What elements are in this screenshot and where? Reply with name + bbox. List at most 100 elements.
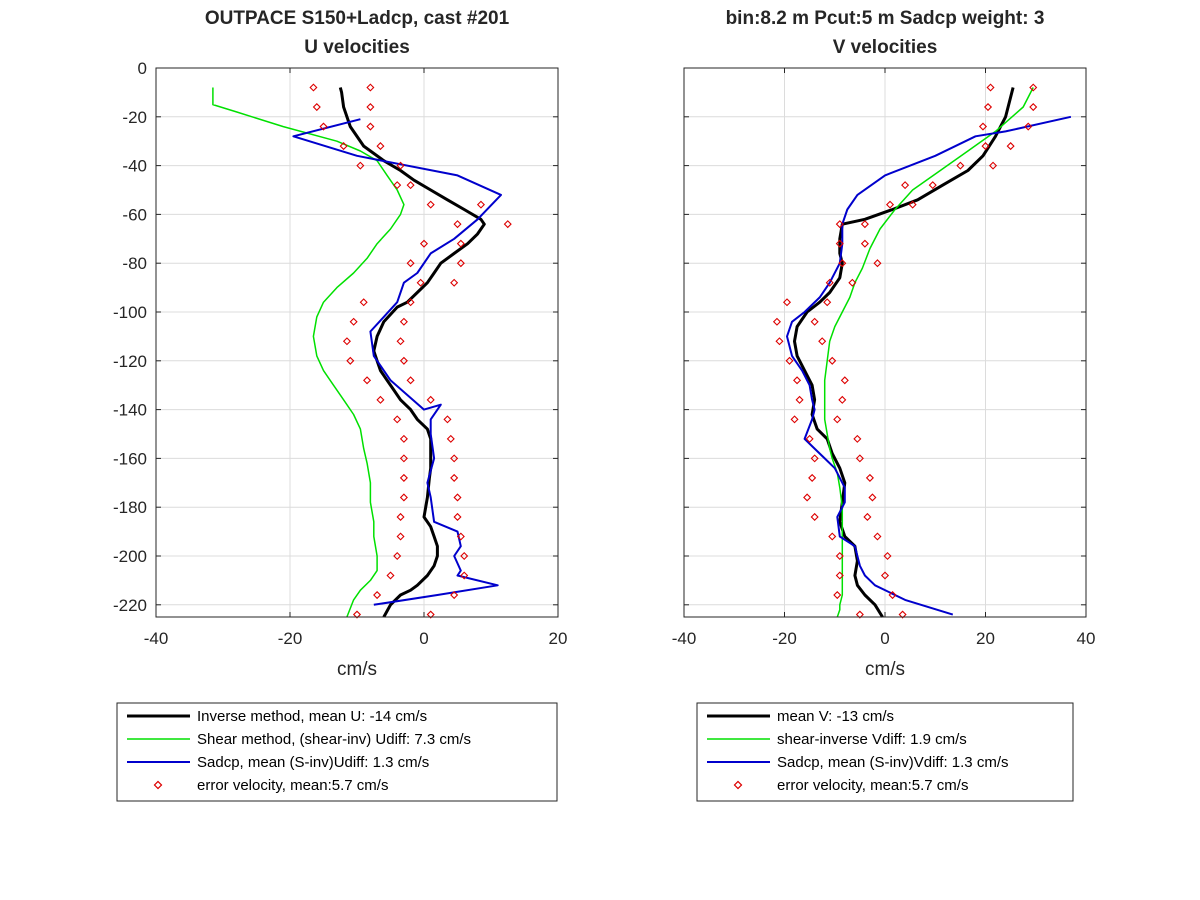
v-x-axis-label: cm/s — [865, 659, 905, 680]
u-grid — [156, 68, 558, 617]
v-error-velocity-point — [883, 551, 892, 561]
u-error-velocity-point — [366, 122, 375, 131]
v-error-velocity-point — [1029, 83, 1038, 92]
u-error-velocity-point — [393, 415, 402, 424]
u-error-velocity-point — [450, 591, 459, 600]
u-error-velocity-point — [312, 103, 321, 112]
u-legend: Inverse method, mean U: -14 cm/s Shear m… — [116, 702, 558, 802]
u-legend-shear-label: Shear method, (shear-inv) Udiff: 7.3 cm/… — [197, 731, 471, 748]
u-error-velocity-point — [453, 512, 462, 521]
u-error-velocity-point — [450, 278, 459, 287]
v-panel-title-line2: V velocities — [833, 37, 938, 58]
v-series-inverse-line — [793, 87, 1015, 618]
u-error-velocity-point — [456, 259, 465, 268]
v-error-velocity-point — [989, 161, 998, 170]
u-y-tick-label: -180 — [113, 498, 147, 517]
v-grid — [684, 68, 1086, 617]
u-error-velocity-point — [426, 395, 435, 404]
u-error-velocity-point — [396, 337, 405, 346]
v-legend-box — [696, 702, 1074, 802]
v-error-velocity-point — [838, 395, 847, 404]
v-error-velocity-point — [808, 473, 817, 482]
v-ticks: -40 -20 0 20 40 — [672, 67, 1095, 648]
u-error-velocity-point — [460, 551, 469, 561]
u-error-velocity-point — [426, 200, 435, 209]
v-error-velocity-point — [880, 571, 890, 580]
v-error-velocity-point — [835, 220, 844, 229]
u-error-velocity-point — [356, 161, 365, 170]
u-y-tick-label: -200 — [113, 547, 147, 566]
u-error-velocity-point — [416, 278, 425, 287]
v-error-velocity-point — [855, 610, 864, 619]
v-error-velocity-point — [928, 181, 937, 190]
u-error-velocity-point — [342, 337, 351, 346]
v-error-velocity-point — [885, 200, 895, 209]
v-error-velocity-point — [785, 356, 794, 365]
v-error-velocity-point — [1029, 103, 1038, 112]
u-series — [212, 83, 512, 619]
v-legend-error-swatch — [733, 780, 743, 790]
u-ticks: -40 -20 0 200-20-40-60-80-100-120-140-160-1… — [113, 59, 567, 648]
u-series-sadcp-line — [292, 118, 502, 606]
u-x-tick-label: 20 — [549, 629, 568, 648]
v-error-velocity-point — [793, 376, 802, 385]
v-error-velocity-point — [782, 298, 792, 307]
v-error-velocity-point — [873, 259, 882, 268]
u-error-velocity-point — [446, 434, 455, 443]
u-error-velocity-point — [399, 356, 408, 365]
u-error-velocity-point — [363, 376, 372, 385]
v-error-velocity-point — [865, 473, 874, 482]
u-y-tick-label: -160 — [113, 449, 147, 468]
u-error-velocity-point — [476, 200, 485, 209]
u-error-velocity-point — [453, 493, 462, 502]
v-error-velocity-point — [981, 142, 990, 151]
u-error-velocity-point — [366, 83, 375, 92]
v-error-velocity-point — [835, 571, 844, 580]
u-error-velocity-point — [450, 454, 459, 463]
v-error-velocity-point — [835, 551, 844, 561]
u-error-velocity-point — [399, 473, 408, 482]
u-error-velocity-point — [419, 239, 429, 248]
v-error-velocity-point — [860, 220, 869, 229]
u-x-tick-label: -40 — [144, 629, 169, 648]
u-error-velocity-point — [319, 122, 328, 131]
u-error-velocity-point — [456, 532, 465, 541]
u-y-tick-label: -40 — [122, 157, 147, 176]
u-y-tick-label: -60 — [122, 205, 147, 224]
v-error-velocity-point — [833, 591, 842, 600]
v-error-velocity-point — [828, 356, 837, 365]
u-x-axis-label: cm/s — [337, 659, 377, 680]
v-error-velocity-point — [828, 532, 837, 541]
v-error-velocity-point — [853, 434, 862, 443]
v-legend: mean V: -13 cm/s shear-inverse Vdiff: 1.… — [696, 702, 1074, 802]
u-error-velocity-point — [460, 571, 469, 580]
u-error-velocity-point — [450, 473, 459, 482]
u-error-velocity-point — [339, 142, 348, 151]
v-series-shear-line — [823, 87, 1034, 618]
v-error-velocity-point — [838, 259, 847, 268]
u-legend-sadcp-label: Sadcp, mean (S-inv)Udiff: 1.3 cm/s — [197, 754, 429, 771]
u-error-velocity-point — [376, 395, 385, 404]
u-error-velocity-point — [443, 415, 452, 424]
v-error-velocity-point — [1024, 122, 1033, 131]
u-error-velocity-point — [399, 454, 408, 463]
u-error-velocity-point — [399, 317, 408, 326]
u-error-velocity-point — [399, 493, 408, 502]
u-error-velocity-point — [309, 83, 318, 92]
v-error-velocity-point — [810, 454, 819, 463]
u-error-velocity-point — [376, 142, 385, 151]
v-x-tick-label: 0 — [880, 629, 889, 648]
v-x-tick-label: -20 — [772, 629, 797, 648]
u-error-velocity-point — [406, 259, 415, 268]
v-error-velocity-point — [1006, 142, 1015, 151]
u-error-velocity-point — [453, 220, 462, 229]
v-error-velocity-point — [855, 454, 864, 463]
v-error-velocity-point — [772, 317, 781, 326]
v-error-velocity-point — [805, 434, 814, 443]
v-error-velocity-point — [888, 591, 897, 600]
v-series-sadcp-line — [786, 115, 1072, 616]
u-error-velocity-point — [396, 512, 405, 521]
v-error-velocity-point — [868, 493, 877, 502]
u-error-velocity-point — [406, 376, 415, 385]
